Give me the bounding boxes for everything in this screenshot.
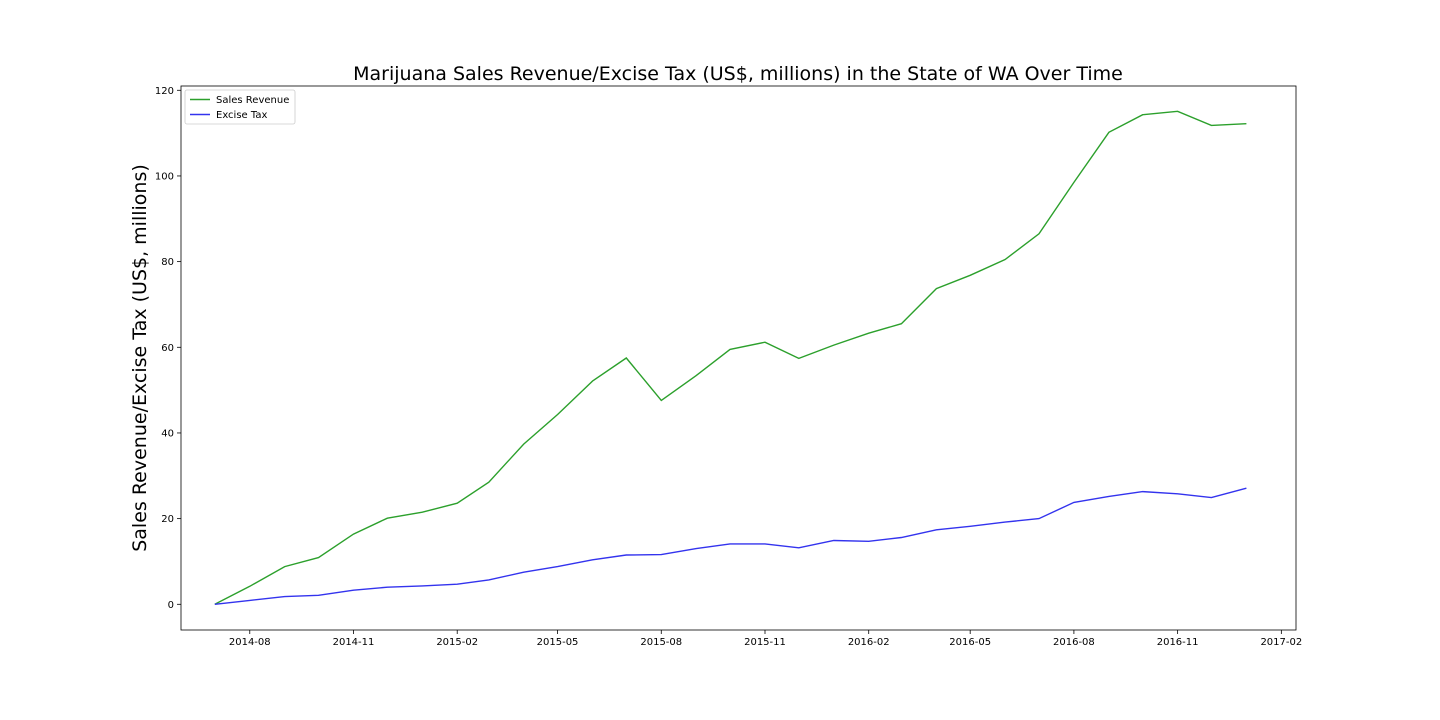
legend: Sales Revenue Excise Tax <box>184 89 296 125</box>
y-tick-label: 120 <box>155 86 174 97</box>
chart-title: Marijuana Sales Revenue/Excise Tax (US$,… <box>353 63 1123 85</box>
series-line-excise-tax <box>214 487 1247 605</box>
x-tick-label: 2014-11 <box>333 637 375 648</box>
legend-label-excise-tax: Excise Tax <box>216 110 267 121</box>
x-tick-label: 2015-08 <box>640 637 682 648</box>
y-tick-label: 20 <box>161 514 174 525</box>
x-tick-label: 2016-02 <box>848 637 890 648</box>
x-tick-label: 2015-11 <box>744 637 786 648</box>
x-tick-label: 2016-11 <box>1157 637 1199 648</box>
y-tick-label: 0 <box>168 600 174 611</box>
x-tick-label: 2016-08 <box>1053 637 1095 648</box>
x-tick-label: 2014-08 <box>229 637 271 648</box>
x-tick-label: 2017-02 <box>1260 637 1302 648</box>
x-tick-label: 2015-02 <box>436 637 478 648</box>
series-line-sales-revenue <box>214 110 1247 605</box>
x-tick-label: 2016-05 <box>949 637 991 648</box>
y-tick-label: 80 <box>161 257 174 268</box>
legend-box <box>184 89 296 125</box>
y-tick-label: 40 <box>161 428 174 439</box>
legend-label-sales-revenue: Sales Revenue <box>216 95 289 106</box>
y-tick-label: 60 <box>161 343 174 354</box>
y-axis-label: Sales Revenue/Excise Tax (US$, millions) <box>129 164 151 552</box>
axes-frame <box>180 85 1297 631</box>
x-tick-label: 2015-05 <box>537 637 579 648</box>
plot-area: 2014-08 2014-11 2015-02 2015-05 2015-08 2015-… <box>155 85 1302 648</box>
y-tick-label: 100 <box>155 171 174 182</box>
